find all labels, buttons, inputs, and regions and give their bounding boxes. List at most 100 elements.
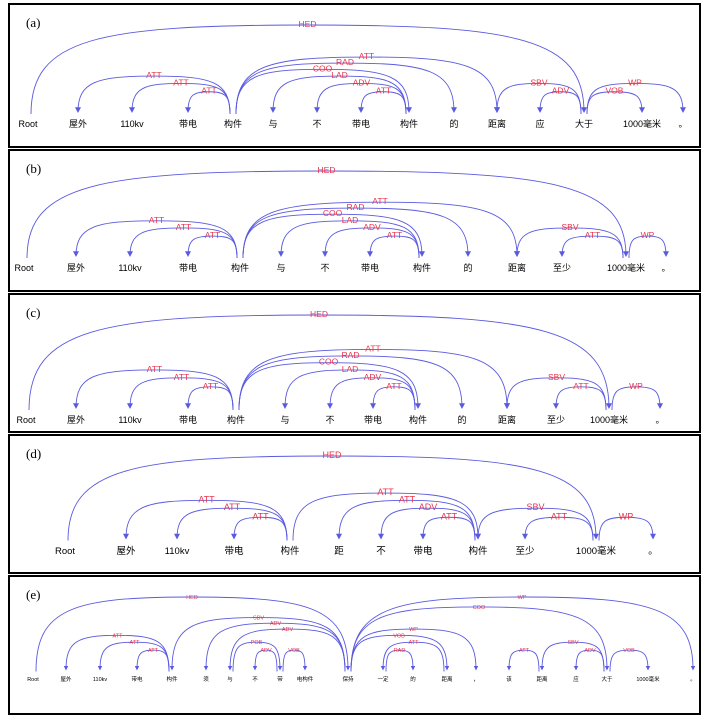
arrowhead xyxy=(473,665,479,671)
dependency-arc xyxy=(187,235,238,259)
dependency-arc xyxy=(136,649,170,672)
dependency-arc xyxy=(235,62,455,115)
arrowhead xyxy=(367,251,373,257)
word-token: 110kv xyxy=(93,677,108,683)
dependency-arc xyxy=(242,201,518,259)
relation-label: WP xyxy=(641,230,655,240)
word-token: 构件 xyxy=(224,118,242,129)
root-token: Root xyxy=(16,415,36,425)
arrowhead xyxy=(129,107,135,113)
dependency-arc xyxy=(380,507,476,541)
relation-label: ATT xyxy=(203,381,218,391)
dependency-arc xyxy=(235,56,498,115)
dependency-arc xyxy=(26,170,627,259)
relation-label: POB xyxy=(251,640,263,646)
dependency-arc xyxy=(284,369,416,411)
word-token: 应 xyxy=(535,118,544,129)
arrowhead xyxy=(380,665,386,671)
relation-label: ADV xyxy=(270,621,282,627)
relation-label: RAD xyxy=(336,57,354,67)
word-token: 至少 xyxy=(515,546,535,557)
arrowhead xyxy=(623,251,629,257)
word-token: 。 xyxy=(655,415,664,425)
relation-label: ATT xyxy=(173,77,188,87)
panel-label: (d) xyxy=(26,446,42,461)
word-token: 构件 xyxy=(231,262,249,273)
arrowhead xyxy=(606,403,612,409)
word-token: 不 xyxy=(252,676,258,683)
dependency-arc xyxy=(28,314,610,411)
word-token: 的 xyxy=(457,414,466,425)
relation-label: WP xyxy=(518,595,527,601)
arrowhead xyxy=(663,251,669,257)
dependency-arc xyxy=(611,386,661,411)
word-token: 保持 xyxy=(342,675,354,683)
dependency-tree: Root 屋外 110kv 带电 构件 与 不 带电 构件 的 距离 至少 1000毫米 。 HED ATT A… xyxy=(16,309,664,425)
relation-label: ATT xyxy=(365,343,380,353)
relation-label: ATT xyxy=(409,640,420,646)
dependency-arc xyxy=(229,628,346,672)
word-token: 至少 xyxy=(553,263,571,273)
word-token: 不 xyxy=(320,263,329,273)
relation-label: WP xyxy=(409,627,418,633)
dependency-arc xyxy=(539,91,582,115)
dependency-arc xyxy=(422,516,476,541)
word-token: 至少 xyxy=(547,415,565,425)
arrowhead xyxy=(185,403,191,409)
arrowhead xyxy=(680,107,686,113)
arrowhead xyxy=(127,403,133,409)
arrowhead xyxy=(650,533,656,540)
word-token: 距离 xyxy=(488,118,506,129)
panel-e: (e) Root 屋外 110kv 带电 构件须与不带电构件 保持 一定的距离，该距离应大于… xyxy=(8,575,701,715)
dependency-arc xyxy=(292,492,479,541)
word-token: 距离 xyxy=(508,262,526,273)
word-token: 不 xyxy=(325,415,334,425)
arrowhead xyxy=(370,403,376,409)
arrowhead xyxy=(573,665,579,671)
dependency-arc xyxy=(75,369,234,411)
arrowhead xyxy=(127,251,133,257)
relation-label: ATT xyxy=(377,487,394,497)
arrowhead xyxy=(537,107,543,113)
relation-label: ATT xyxy=(376,86,391,96)
relation-label: COO xyxy=(319,357,339,367)
dependency-arc xyxy=(129,377,234,411)
arrowhead xyxy=(227,665,233,671)
arrowhead xyxy=(406,107,412,113)
relation-label: ADV xyxy=(364,372,382,382)
dependency-tree: Root 屋外 110kv 带电 构件须与不带电构件 保持 一定的距离，该距离应大于 1000… xyxy=(27,595,696,683)
relation-label: ATT xyxy=(387,230,402,240)
relation-label: ADV xyxy=(353,77,371,87)
word-token: 110kv xyxy=(120,119,144,129)
word-token: 110kv xyxy=(165,546,190,557)
word-token: 屋外 xyxy=(69,118,87,129)
word-token: 一定 xyxy=(377,675,389,683)
dependency-arc xyxy=(238,355,463,411)
relation-label: ATT xyxy=(519,648,530,654)
dependency-arc xyxy=(329,377,416,411)
arrowhead xyxy=(169,665,175,671)
dependency-arc xyxy=(477,507,594,541)
relation-label: ATT xyxy=(441,511,458,521)
word-token: 大于 xyxy=(575,118,593,129)
dependency-arc xyxy=(77,75,231,115)
dependency-arc xyxy=(350,606,608,672)
arrowhead xyxy=(420,533,426,540)
dependency-arc xyxy=(350,634,448,672)
relation-label: HED xyxy=(322,450,342,460)
word-token: 应 xyxy=(573,675,579,683)
panel-d: (d) Root 屋外 110kv 带电 构件 距 不 带电 构件 至少 1000毫米 。 HED ATT… xyxy=(8,434,701,574)
word-token: 带电 xyxy=(413,545,433,557)
relation-label: ATT xyxy=(551,511,568,521)
word-token: 的 xyxy=(449,118,458,129)
relation-label: HED xyxy=(318,165,336,175)
panel-label: (c) xyxy=(26,305,41,320)
arrowhead xyxy=(314,107,320,113)
relation-label: ATT xyxy=(359,51,374,61)
relation-label: HED xyxy=(310,309,328,319)
arrowhead xyxy=(278,251,284,257)
relation-label: HED xyxy=(299,19,317,29)
dependency-arc xyxy=(316,82,407,115)
dependency-arc xyxy=(369,235,420,259)
